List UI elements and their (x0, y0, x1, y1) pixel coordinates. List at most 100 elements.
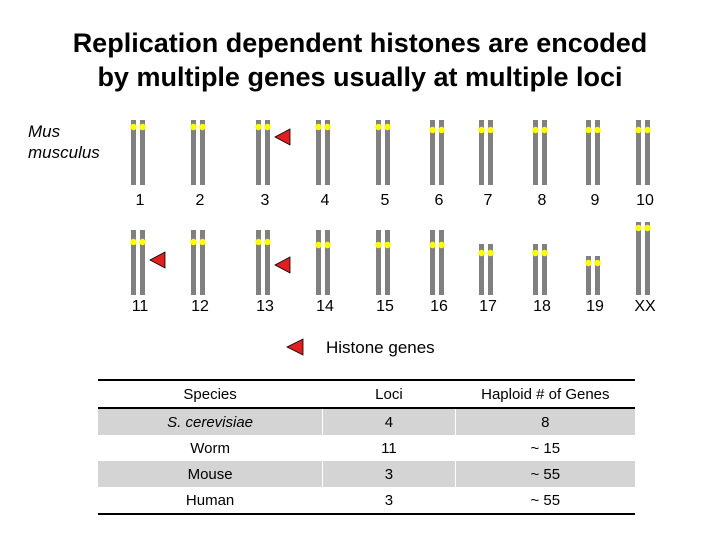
chromosome-10-label: 10 (636, 192, 654, 209)
chromosome-6-centromere-right (438, 126, 445, 134)
chromosome-11-chromatid-left (131, 230, 136, 295)
chromosome-1-label: 1 (136, 192, 145, 209)
chromosome-12-label: 12 (191, 298, 209, 315)
chromosome-13-histone-marker-icon (274, 256, 291, 274)
chromosome-2-chromatid-left (191, 120, 196, 185)
cell-genes: ~ 15 (454, 435, 635, 461)
chromosome-2-centromere-right (199, 123, 206, 131)
chromosome-19-chromatid-left (586, 256, 591, 295)
chromosome-17-chromatid-right (488, 244, 493, 295)
chromosome-19-centromere-right (594, 259, 601, 267)
chromosome-6-label: 6 (435, 192, 444, 209)
chromosome-18-chromatid-left (533, 244, 538, 295)
chromosome-xx-chromatid-right (645, 222, 650, 295)
chromosome-6-centromere-left (429, 126, 436, 134)
cell-loci: 4 (322, 408, 456, 435)
chromosome-15-chromatid-right (385, 230, 390, 295)
chromosome-15-centromere-left (375, 241, 382, 249)
chromosome-2-centromere-left (190, 123, 197, 131)
chromosome-1-chromatid-right (140, 120, 145, 185)
chromosome-8-centromere-left (532, 126, 539, 134)
chromosome-16-chromatid-right (439, 230, 444, 295)
chromosome-16-label: 16 (430, 298, 448, 315)
chromosome-13-centromere-right (264, 238, 271, 246)
legend-marker-icon (286, 338, 304, 356)
title-line-1: Replication dependent histones are encod… (72, 28, 648, 58)
chromosome-15-label: 15 (376, 298, 394, 315)
title-line-2: by multiple genes usually at multiple lo… (97, 62, 623, 92)
chromosome-xx-centromere-right (644, 224, 651, 232)
chromosome-19-centromere-left (585, 259, 592, 267)
chromosome-13-label: 13 (256, 298, 274, 315)
chromosome-8-chromatid-left (533, 120, 538, 185)
chromosome-9-chromatid-right (595, 120, 600, 185)
chromosome-4-centromere-right (324, 123, 331, 131)
chromosome-4-chromatid-left (316, 120, 321, 185)
chromosome-2-label: 2 (196, 192, 205, 209)
chromosome-2-chromatid-right (200, 120, 205, 185)
cell-loci: 3 (322, 487, 456, 515)
chromosome-11-centromere-right (139, 238, 146, 246)
chromosome-14-chromatid-left (316, 230, 321, 295)
chromosome-8-chromatid-right (542, 120, 547, 185)
table-row: S. cerevisiae 4 8 (98, 408, 635, 435)
table-row: Human 3 ~ 55 (98, 487, 635, 515)
chromosome-17-centromere-right (487, 249, 494, 257)
chromosome-18-chromatid-right (542, 244, 547, 295)
chromosome-3-centromere-right (264, 123, 271, 131)
cell-genes: ~ 55 (454, 487, 635, 515)
chromosome-13-chromatid-right (265, 230, 270, 295)
table-header-row: Species Loci Haploid # of Genes (98, 380, 635, 409)
chromosome-11-chromatid-right (140, 230, 145, 295)
chromosome-4-centromere-left (315, 123, 322, 131)
chromosome-4-label: 4 (321, 192, 330, 209)
cell-species: Mouse (98, 461, 323, 487)
species-genus: Mus (28, 122, 61, 141)
chromosome-12-centromere-left (190, 238, 197, 246)
cell-species: Human (98, 487, 323, 515)
species-name: Mus musculus (28, 121, 100, 163)
chromosome-5-chromatid-left (376, 120, 381, 185)
chromosome-8-label: 8 (538, 192, 547, 209)
chromosome-12-chromatid-right (200, 230, 205, 295)
chromosome-7-chromatid-left (479, 120, 484, 185)
chromosome-19-label: 19 (586, 298, 604, 315)
chromosome-14-label: 14 (316, 298, 334, 315)
cell-loci: 3 (322, 461, 456, 487)
chromosome-5-centromere-right (384, 123, 391, 131)
histone-gene-table: Species Loci Haploid # of Genes S. cerev… (98, 379, 635, 515)
chromosome-17-chromatid-left (479, 244, 484, 295)
species-epithet: musculus (28, 143, 100, 162)
chromosome-11-label: 11 (132, 298, 149, 315)
chromosome-14-centromere-left (315, 241, 322, 249)
chromosome-10-chromatid-left (636, 120, 641, 185)
chromosome-9-centromere-left (585, 126, 592, 134)
chromosome-13-centromere-left (255, 238, 262, 246)
chromosome-17-centromere-left (478, 249, 485, 257)
chromosome-18-label: 18 (533, 298, 551, 315)
table-row: Mouse 3 ~ 55 (98, 461, 635, 487)
chromosome-xx-label: XX (634, 298, 656, 315)
chromosome-14-chromatid-right (325, 230, 330, 295)
cell-species: Worm (190, 439, 230, 457)
chromosome-15-chromatid-left (376, 230, 381, 295)
header-loci: Loci (322, 380, 456, 409)
chromosome-16-centromere-right (438, 241, 445, 249)
chromosome-12-chromatid-left (191, 230, 196, 295)
chromosome-18-centromere-right (541, 249, 548, 257)
chromosome-6-chromatid-left (430, 120, 435, 185)
chromosome-5-centromere-left (375, 123, 382, 131)
cell-genes: 8 (454, 408, 635, 435)
chromosome-10-chromatid-right (645, 120, 650, 185)
chromosome-7-centromere-left (478, 126, 485, 134)
chromosome-3-histone-marker-icon (274, 128, 291, 146)
header-species: Species (98, 380, 323, 409)
chromosome-7-chromatid-right (488, 120, 493, 185)
cell-species: S. cerevisiae (98, 408, 323, 435)
chromosome-4-chromatid-right (325, 120, 330, 185)
chromosome-8-centromere-right (541, 126, 548, 134)
chromosome-11-histone-marker-icon (149, 251, 166, 269)
chromosome-14-centromere-right (324, 241, 331, 249)
chromosome-9-label: 9 (591, 192, 600, 209)
